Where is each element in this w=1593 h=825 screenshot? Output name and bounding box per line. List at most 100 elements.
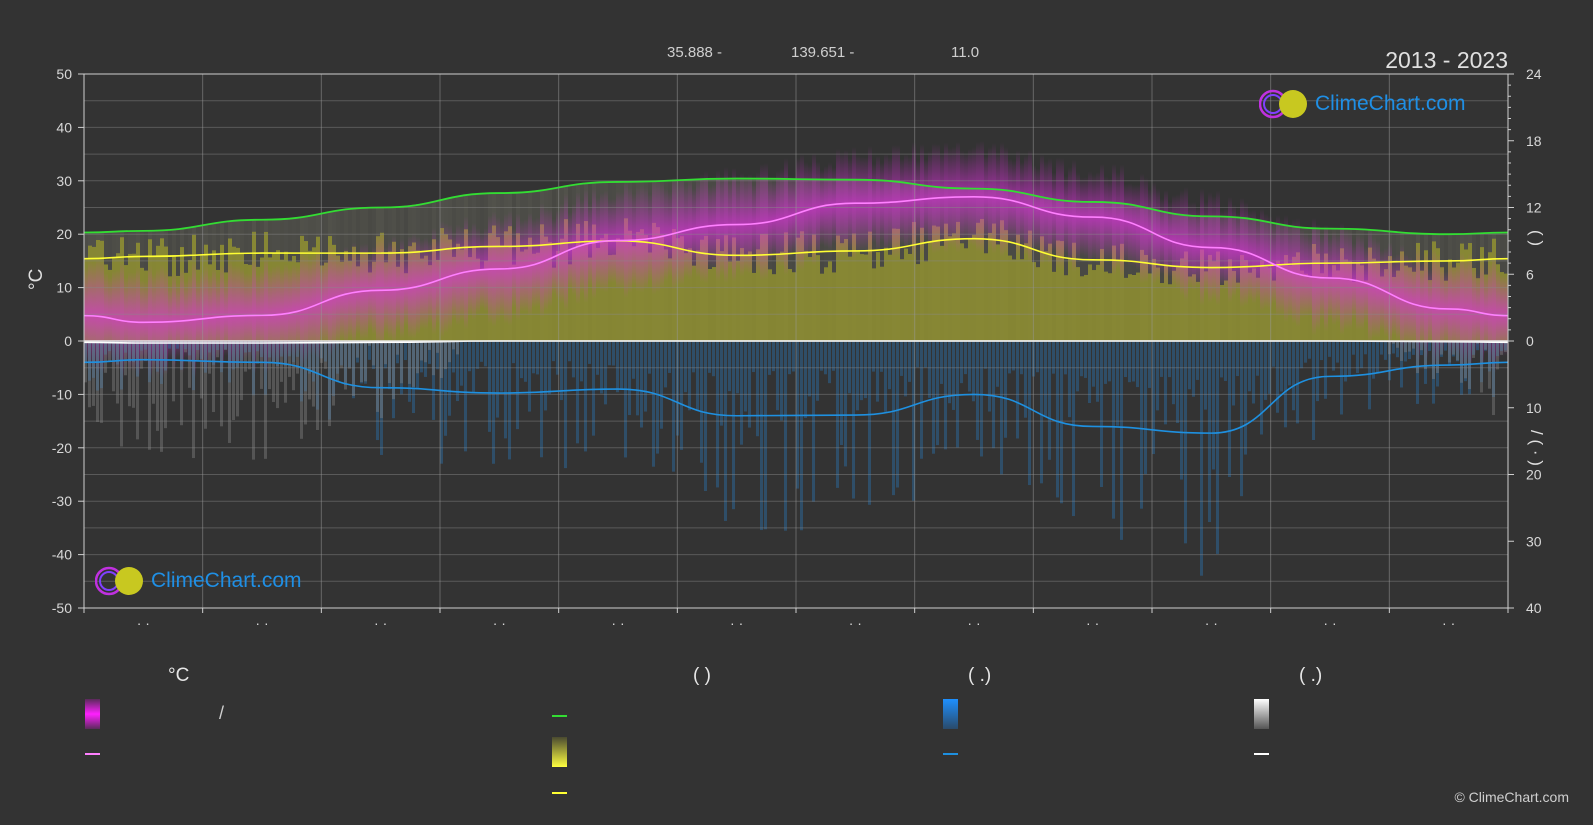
temperature-band	[572, 203, 576, 296]
rain-bar	[504, 341, 507, 439]
right-tick-label-mm: 10	[1526, 400, 1542, 416]
temperature-band	[540, 203, 544, 318]
rain-bar	[492, 341, 495, 464]
rain-bar	[1292, 341, 1295, 411]
left-tick-label: 20	[56, 226, 72, 242]
temperature-band	[1412, 260, 1416, 346]
sunshine-band	[920, 227, 924, 341]
rain-bar	[1484, 341, 1487, 351]
rain-bar	[948, 341, 951, 404]
snow-bar	[408, 341, 411, 384]
rain-bar	[1436, 341, 1439, 387]
sunshine-band	[944, 223, 948, 341]
temperature-band	[1116, 172, 1120, 270]
temperature-band	[548, 208, 552, 307]
x-tick-label: · ·	[374, 615, 387, 631]
temperature-band	[1416, 245, 1420, 362]
rain-bar	[1212, 341, 1215, 470]
left-tick-label: -50	[52, 600, 72, 616]
sunshine-band	[632, 246, 636, 341]
rain-bar	[452, 341, 455, 373]
copyright: © ClimeChart.com	[1454, 789, 1569, 805]
sunshine-band	[928, 242, 932, 341]
rain-bar	[472, 341, 475, 392]
snow-bar	[440, 341, 443, 378]
temperature-band	[284, 263, 288, 362]
rain-bar	[328, 341, 331, 420]
logo-bottom[interactable]: ClimeChart.com	[95, 565, 302, 597]
sunshine-band	[956, 221, 960, 341]
left-tick-label: -30	[52, 493, 72, 509]
snow-bar	[312, 341, 315, 407]
rain-bar	[692, 341, 695, 373]
temperature-band	[760, 163, 764, 281]
rain-bar	[896, 341, 899, 488]
x-tick-label: · ·	[730, 615, 743, 631]
series-lines	[84, 177, 1508, 434]
sunshine-band	[860, 254, 864, 341]
rain-bar	[1364, 341, 1367, 355]
rain-bar	[1340, 341, 1343, 415]
rain-bar	[568, 341, 571, 362]
rain-bar	[1216, 341, 1219, 554]
sunshine-band	[1064, 275, 1068, 341]
rain-bar	[1092, 341, 1095, 387]
logo-top[interactable]: ClimeChart.com	[1259, 88, 1466, 120]
sunshine-band	[1156, 267, 1160, 341]
temperature-band	[416, 236, 420, 334]
right-tick-label-hours: 24	[1526, 66, 1542, 82]
temperature-band	[408, 236, 412, 338]
rain-bar	[424, 341, 427, 377]
temperature-band	[700, 173, 704, 283]
temperature-band	[468, 228, 472, 316]
rain-bar	[288, 341, 291, 357]
sunshine-band	[912, 221, 916, 341]
snow-bar	[264, 341, 267, 459]
rain-bar	[1192, 341, 1195, 397]
sunshine-band	[1068, 258, 1072, 341]
legend-snow-dash	[1254, 753, 1269, 755]
rain-bar	[1300, 341, 1303, 369]
rain-bar	[736, 341, 739, 394]
left-tick-label: 10	[56, 280, 72, 296]
sunshine-band	[720, 251, 724, 341]
sunshine-band	[932, 225, 936, 341]
snow-bar	[300, 341, 303, 439]
rain-bar	[468, 341, 471, 372]
sunshine-band	[976, 222, 980, 341]
temperature-band	[812, 152, 816, 266]
sunshine-band	[1220, 284, 1224, 341]
snow-bar	[248, 341, 251, 370]
temperature-band	[776, 170, 780, 267]
sunshine-band	[996, 244, 1000, 341]
sunshine-band	[1168, 284, 1172, 341]
snow-bar	[1392, 341, 1395, 344]
temperature-band	[828, 162, 832, 250]
rain-bar	[1352, 341, 1355, 355]
rain-bar	[944, 341, 947, 450]
rain-bar	[268, 341, 271, 358]
rain-bar	[572, 341, 575, 378]
x-tick-label: · ·	[611, 615, 624, 631]
rain-bar	[628, 341, 631, 416]
temperature-band	[584, 188, 588, 303]
rain-bar	[816, 341, 819, 401]
sunshine-band	[1172, 270, 1176, 341]
sunshine-band	[740, 248, 744, 341]
rain-bar	[604, 341, 607, 405]
snow-bar	[1500, 341, 1503, 355]
temperature-band	[1064, 175, 1068, 254]
x-tick-label: · ·	[1442, 615, 1455, 631]
snow-bar	[344, 341, 347, 390]
sunshine-band	[1116, 260, 1120, 341]
daylight-band	[792, 179, 796, 341]
daylight-band	[1064, 200, 1068, 341]
rain-bar	[344, 341, 347, 386]
snow-bar	[444, 341, 447, 370]
snow-bar	[352, 341, 355, 397]
sunshine-band	[848, 256, 852, 341]
sunshine-band	[696, 250, 700, 341]
right-tick-label-mm: 40	[1526, 600, 1542, 616]
rain-bar	[1120, 341, 1123, 540]
left-tick-label: 30	[56, 173, 72, 189]
